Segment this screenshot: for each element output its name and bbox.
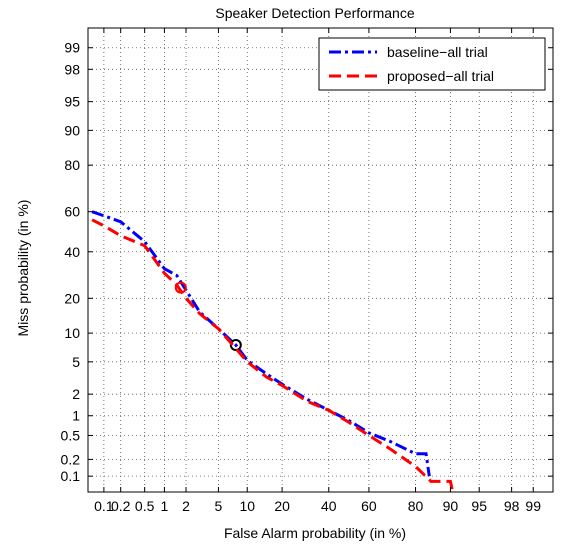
x-tick-label: 98	[504, 498, 520, 514]
y-tick-label: 5	[72, 354, 80, 370]
y-axis-label: Miss probability (in %)	[15, 200, 31, 337]
y-tick-label: 2	[72, 386, 80, 402]
x-tick-label: 40	[321, 498, 337, 514]
y-tick-label: 98	[64, 61, 80, 77]
y-tick-label: 0.5	[61, 427, 81, 443]
x-tick-label: 60	[361, 498, 377, 514]
y-tick-label: 60	[64, 204, 80, 220]
x-tick-label: 2	[182, 498, 190, 514]
x-tick-label: 99	[525, 498, 541, 514]
legend-box	[318, 37, 546, 91]
y-tick-label: 80	[64, 157, 80, 173]
x-tick-label: 5	[215, 498, 223, 514]
y-tick-label: 0.1	[61, 468, 81, 484]
x-tick-label: 90	[443, 498, 459, 514]
y-tick-label: 0.2	[61, 451, 81, 467]
y-tick-label: 20	[64, 290, 80, 306]
y-tick-label: 1	[72, 408, 80, 424]
series-line-1	[91, 218, 455, 492]
legend-label-1: proposed−all trial	[387, 68, 494, 84]
x-axis-label: False Alarm probability (in %)	[224, 525, 406, 541]
plot-area: 0.10.2 0.5 1 2 5 10 20 40 60 80 90 95 98 990.10.20.51…	[61, 27, 554, 514]
x-tick-label: 80	[408, 498, 424, 514]
y-tick-label: 40	[64, 244, 80, 260]
x-tick-label: 0.1	[94, 498, 114, 514]
y-tick-label: 95	[64, 94, 80, 110]
y-tick-label: 10	[64, 325, 80, 341]
x-tick-label: 95	[471, 498, 487, 514]
chart-title: Speaker Detection Performance	[215, 5, 414, 21]
plot-frame	[87, 27, 554, 493]
y-tick-label: 90	[64, 122, 80, 138]
x-tick-label: 0.5	[135, 498, 155, 514]
legend-label-0: baseline−all trial	[387, 44, 488, 60]
series-line-0	[91, 210, 431, 477]
y-tick-label: 99	[64, 40, 80, 56]
x-tick-label: 20	[274, 498, 290, 514]
eer-marker-1	[174, 281, 187, 294]
x-tick-label: 10	[239, 498, 255, 514]
x-tick-label: 0.2	[111, 498, 131, 514]
x-tick-label: 1	[161, 498, 169, 514]
